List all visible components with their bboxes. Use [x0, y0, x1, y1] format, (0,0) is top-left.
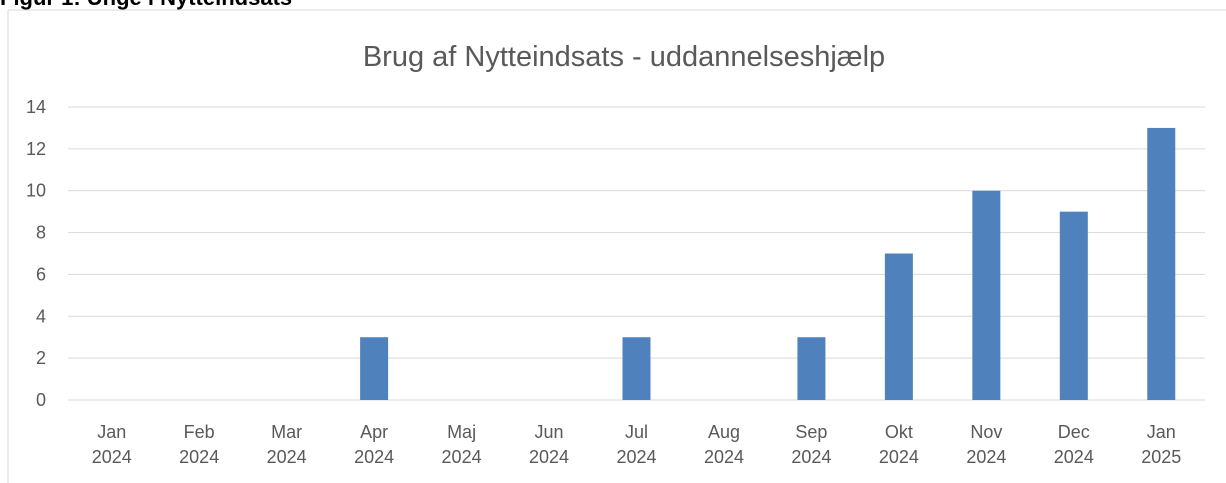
x-tick-label: Dec 2024 [1054, 422, 1094, 467]
x-tick-label-line: 2025 [1141, 447, 1181, 467]
x-tick-label-line: Apr [360, 422, 388, 442]
y-tick-label: 4 [36, 306, 46, 326]
bar [360, 337, 389, 400]
x-tick-label-line: Jan [97, 422, 126, 442]
x-tick-label: Aug 2024 [704, 422, 744, 467]
bar [972, 190, 1001, 400]
y-tick-label: 14 [26, 97, 46, 117]
y-tick-label: 0 [36, 390, 46, 410]
x-tick-label-line: 2024 [791, 447, 831, 467]
x-tick-label: Maj 2024 [442, 422, 482, 467]
x-tick-label-line: Mar [271, 422, 302, 442]
y-tick-label: 8 [36, 223, 46, 243]
x-tick-label-line: 2024 [704, 447, 744, 467]
x-tick-label-line: 2024 [879, 447, 919, 467]
x-tick-label-line: 2024 [442, 447, 482, 467]
x-tick-label-line: Nov [970, 422, 1002, 442]
y-tick-label: 2 [36, 348, 46, 368]
chart-title: Brug af Nytteindsats - uddannelseshjælp [363, 41, 885, 73]
x-tick-label-line: 2024 [966, 447, 1006, 467]
x-tick-label-line: 2024 [92, 447, 132, 467]
bar [1059, 211, 1088, 400]
x-tick-label: Mar 2024 [267, 422, 307, 467]
x-tick-label-line: 2024 [354, 447, 394, 467]
x-tick-label: Jan 2025 [1141, 422, 1181, 467]
x-tick-label-line: 2024 [267, 447, 307, 467]
figure-heading: Figur 1: Unge i Nytteindsats [0, 0, 292, 10]
bar [797, 337, 826, 400]
x-tick-label: Feb 2024 [179, 422, 219, 467]
x-tick-label-line: Jun [535, 422, 564, 442]
bar [1147, 127, 1176, 400]
x-tick-label-line: Jul [625, 422, 648, 442]
y-tick-label: 12 [26, 139, 46, 159]
x-tick-label: Jul 2024 [616, 422, 656, 467]
y-tick-label: 10 [26, 181, 46, 201]
x-tick-label-line: Sep [795, 422, 827, 442]
bar [622, 337, 651, 400]
x-tick-label: Jun 2024 [529, 422, 569, 467]
x-tick-label-line: 2024 [1054, 447, 1094, 467]
y-tick-label: 6 [36, 264, 46, 284]
x-tick-label-line: Feb [184, 422, 215, 442]
x-tick-label-line: 2024 [529, 447, 569, 467]
x-tick-label-line: Dec [1058, 422, 1090, 442]
x-tick-label: Nov 2024 [966, 422, 1006, 467]
x-tick-label-line: Okt [885, 422, 913, 442]
x-tick-label-line: Jan [1147, 422, 1176, 442]
x-tick-label-line: 2024 [179, 447, 219, 467]
bar [884, 253, 913, 400]
x-tick-label: Apr 2024 [354, 422, 394, 467]
x-tick-label: Okt 2024 [879, 422, 919, 467]
x-tick-label-line: 2024 [616, 447, 656, 467]
x-tick-label: Jan 2024 [92, 422, 132, 467]
x-tick-label-line: Aug [708, 422, 740, 442]
x-tick-label-line: Maj [447, 422, 476, 442]
x-tick-label: Sep 2024 [791, 422, 831, 467]
